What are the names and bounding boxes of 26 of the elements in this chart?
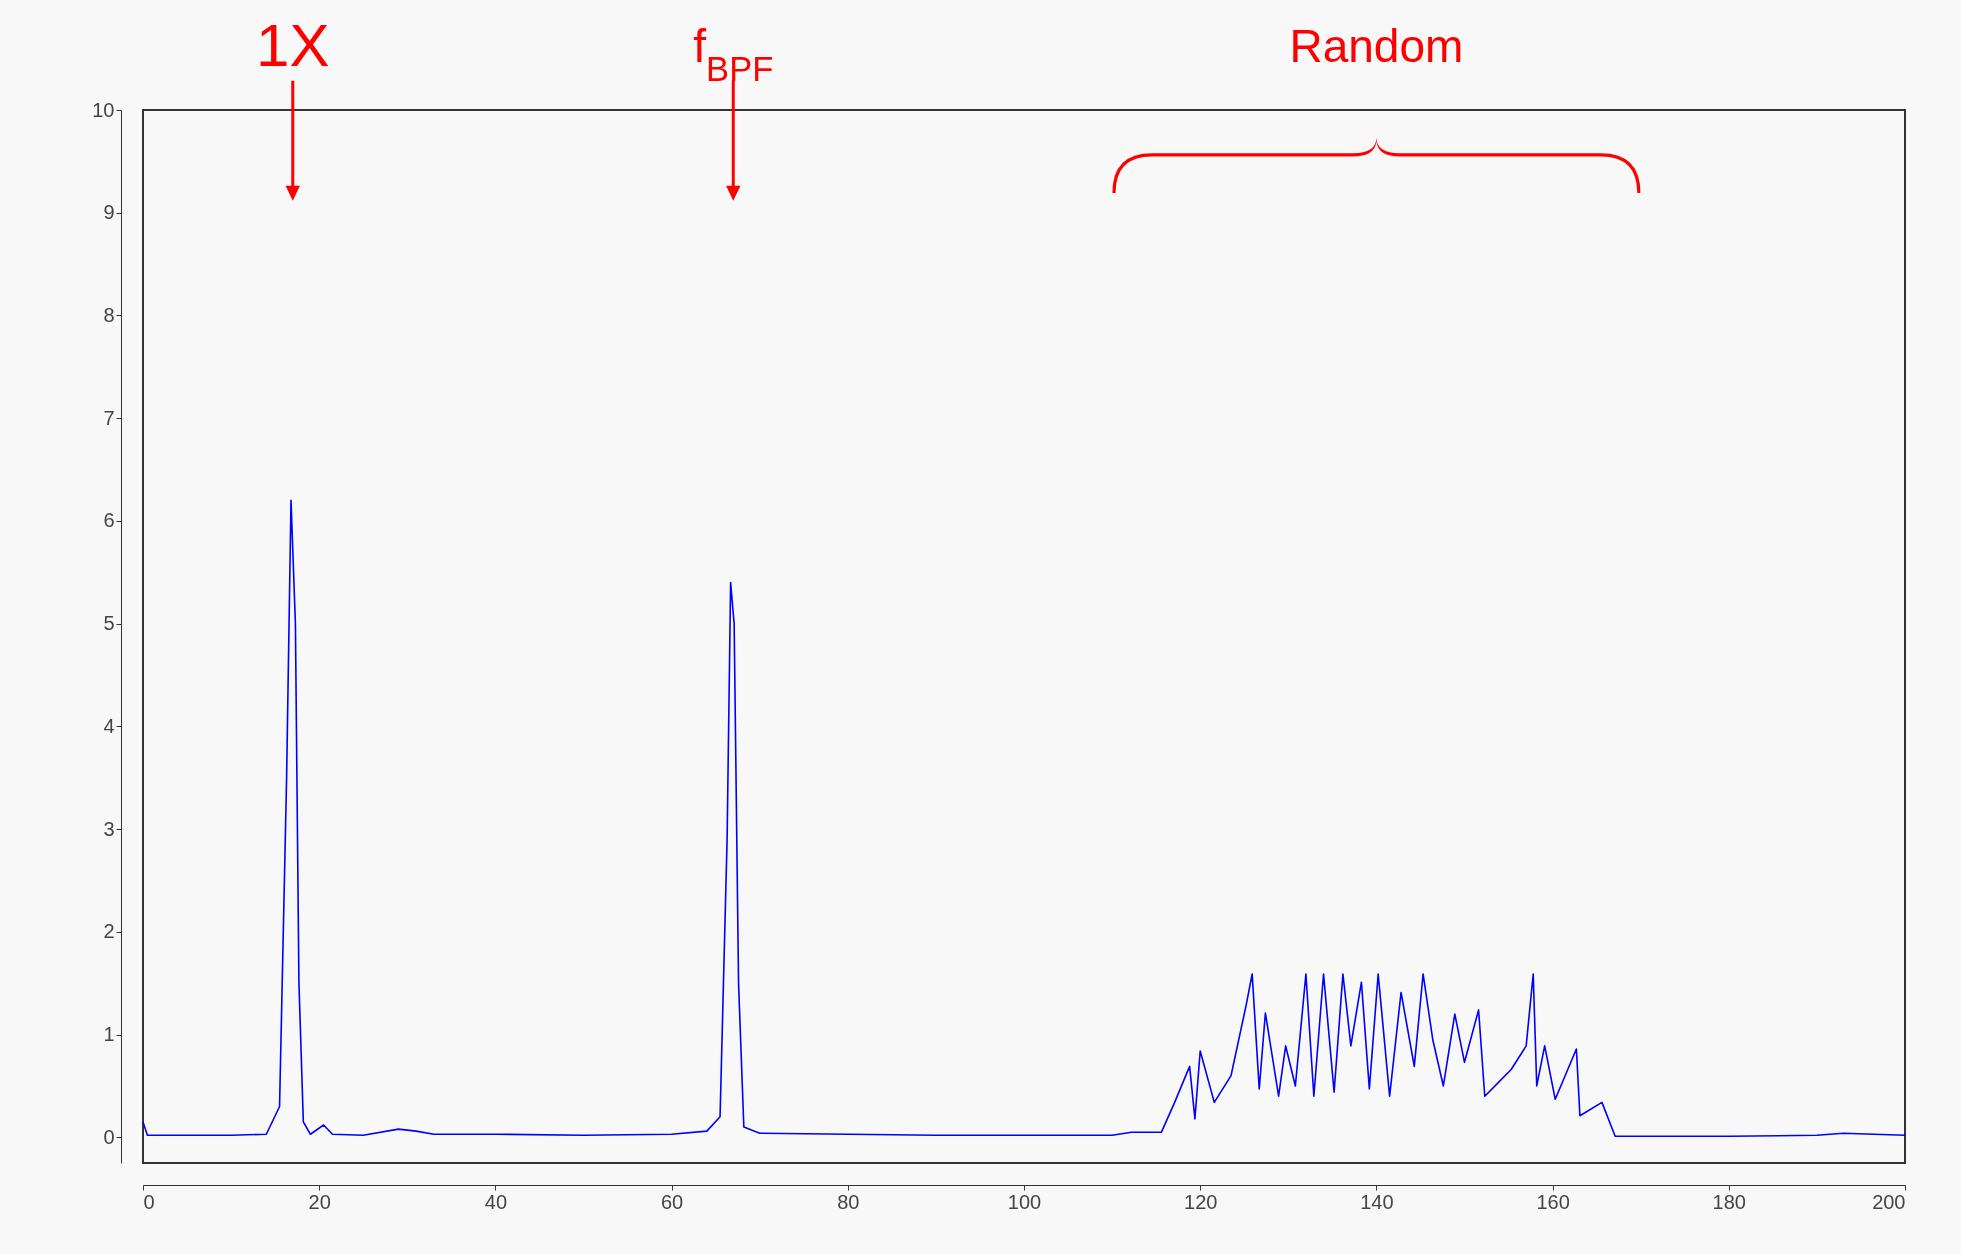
y-tick-label: 4 (103, 714, 115, 737)
x-tick-label: 160 (1536, 1190, 1570, 1213)
y-tick-label: 7 (103, 406, 115, 429)
y-tick-label: 0 (103, 1125, 115, 1148)
text: f$_{BPF}$ (693, 20, 774, 89)
line-series (142, 499, 1906, 1138)
x-tick-label: 180 (1712, 1190, 1746, 1213)
y-tick-label: 2 (103, 920, 115, 943)
x-tick-label: 100 (1007, 1190, 1042, 1213)
x-tick-label: 200 (1872, 1190, 1906, 1213)
y-tick-label: 6 (103, 509, 115, 532)
x-tick-label: 140 (1360, 1190, 1394, 1213)
text: Random (1289, 20, 1464, 73)
y-tick-label: 3 (103, 817, 115, 840)
x-tick-label: 120 (1184, 1190, 1218, 1213)
y-tick-label: 8 (103, 303, 115, 326)
y-tick-label: 10 (92, 98, 115, 121)
x-tick-label: 80 (837, 1190, 860, 1213)
text: 1X (256, 12, 330, 80)
x-tick-label: 40 (484, 1190, 508, 1213)
y-tick-label: 5 (103, 612, 115, 635)
x-tick-label: 0 (143, 1190, 155, 1213)
x-tick-label: 20 (308, 1190, 331, 1213)
y-tick-label: 1 (103, 1023, 115, 1046)
x-tick-label: 60 (660, 1190, 684, 1213)
y-tick-label: 9 (103, 201, 115, 224)
